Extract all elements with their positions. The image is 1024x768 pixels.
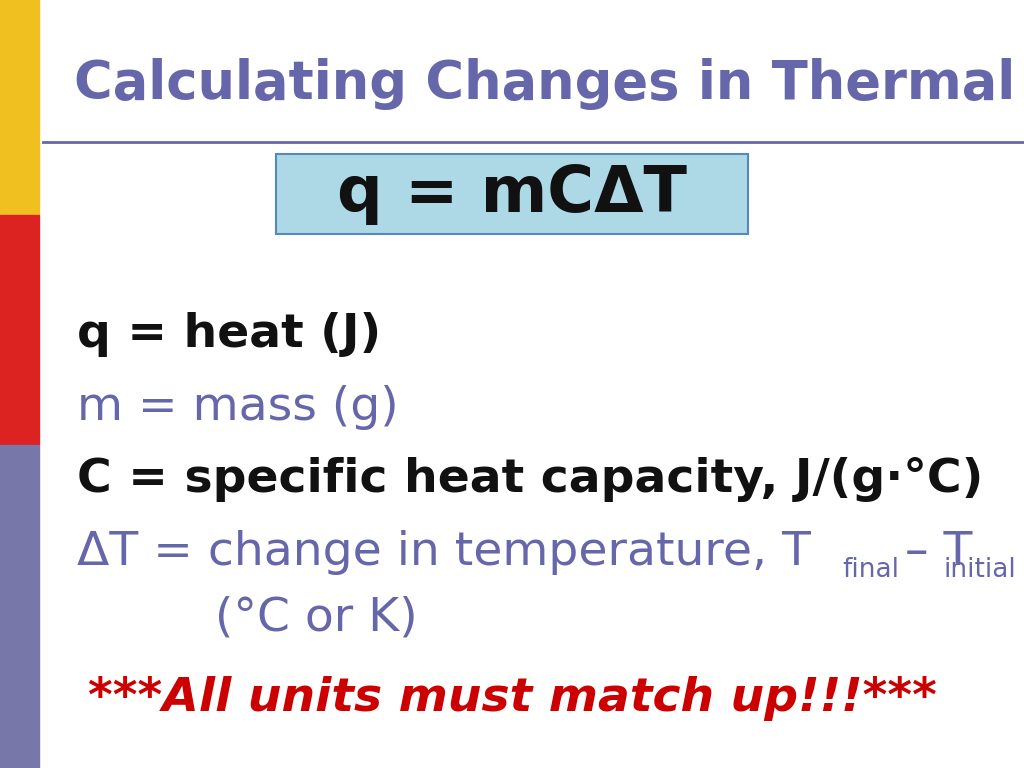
Bar: [0, 445, 39, 768]
Text: ***All units must match up!!!***: ***All units must match up!!!***: [88, 677, 936, 721]
Text: q = mCΔT: q = mCΔT: [337, 163, 687, 225]
Text: ΔT = change in temperature, T: ΔT = change in temperature, T: [77, 531, 811, 575]
Bar: [0, 0, 39, 215]
Text: m = mass (g): m = mass (g): [77, 385, 398, 429]
Bar: [0, 215, 39, 445]
Text: (°C or K): (°C or K): [215, 596, 418, 641]
Text: C = specific heat capacity, J/(g·°C): C = specific heat capacity, J/(g·°C): [77, 458, 983, 502]
Text: Calculating Changes in Thermal E: Calculating Changes in Thermal E: [74, 58, 1024, 111]
Text: – T: – T: [890, 531, 972, 575]
Text: initial: initial: [943, 557, 1016, 583]
Text: q = heat (J): q = heat (J): [77, 312, 381, 356]
FancyBboxPatch shape: [276, 154, 748, 234]
Text: final: final: [843, 557, 900, 583]
